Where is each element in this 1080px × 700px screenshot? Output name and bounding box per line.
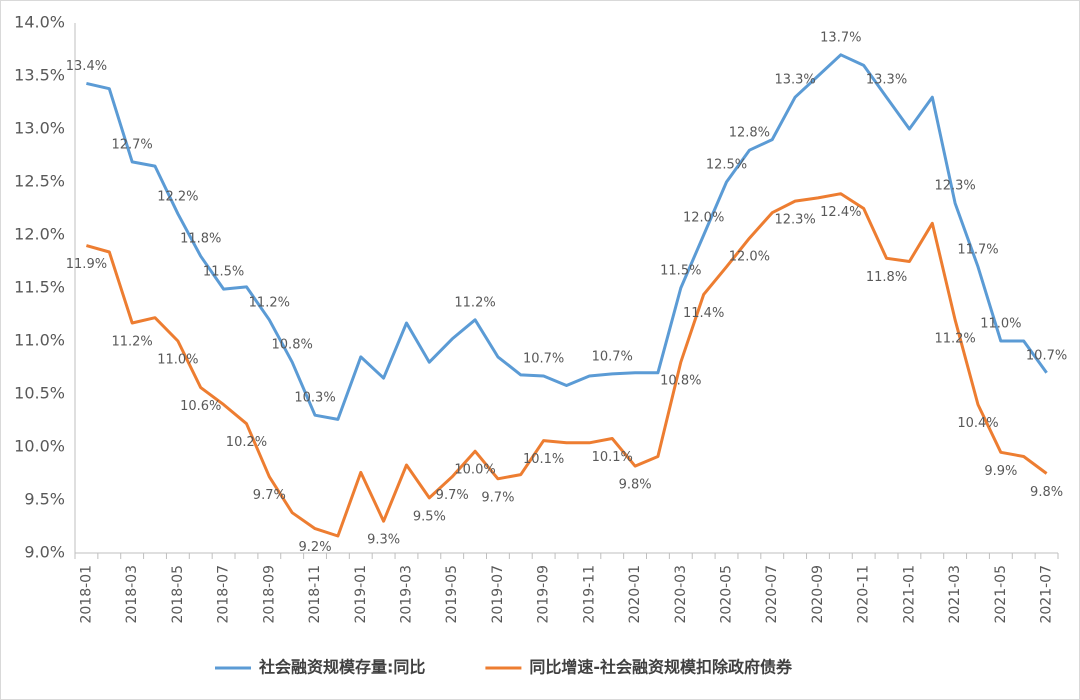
data-label: 11.0% bbox=[980, 317, 1021, 332]
data-label: 12.5% bbox=[706, 158, 747, 173]
x-tick-label: 2020-11 bbox=[856, 565, 872, 624]
x-tick-label: 2021-05 bbox=[993, 565, 1009, 624]
x-tick-label: 2021-01 bbox=[901, 565, 917, 624]
legend-label: 社会融资规模存量:同比 bbox=[258, 658, 425, 677]
y-tick-label: 14.0% bbox=[14, 13, 65, 32]
data-label: 13.7% bbox=[820, 30, 861, 45]
data-label: 11.2% bbox=[249, 295, 290, 310]
x-tick-label: 2020-03 bbox=[673, 565, 689, 624]
data-label: 12.3% bbox=[934, 179, 975, 194]
y-tick-label: 13.0% bbox=[14, 119, 65, 138]
data-label: 11.2% bbox=[934, 331, 975, 346]
data-label: 11.9% bbox=[66, 257, 107, 272]
x-tick-label: 2019-05 bbox=[444, 565, 460, 624]
data-label: 9.9% bbox=[984, 464, 1017, 479]
data-label: 12.8% bbox=[729, 126, 770, 141]
x-tick-label: 2018-01 bbox=[78, 565, 94, 624]
data-label: 10.8% bbox=[660, 374, 701, 389]
x-tick-label: 2019-09 bbox=[536, 565, 552, 624]
y-tick-label: 10.0% bbox=[14, 437, 65, 456]
y-tick-label: 11.0% bbox=[14, 331, 65, 350]
data-label: 12.0% bbox=[729, 250, 770, 265]
data-label: 12.3% bbox=[774, 213, 815, 228]
data-label: 11.5% bbox=[660, 264, 701, 279]
data-label: 13.3% bbox=[866, 73, 907, 88]
x-tick-label: 2020-01 bbox=[627, 565, 643, 624]
x-tick-label: 2020-09 bbox=[810, 565, 826, 624]
data-label: 10.7% bbox=[523, 351, 564, 366]
legend-label: 同比增速-社会融资规模扣除政府债券 bbox=[529, 658, 793, 677]
data-label: 11.5% bbox=[203, 265, 244, 280]
x-tick-label: 2020-07 bbox=[764, 565, 780, 624]
data-label: 10.1% bbox=[523, 452, 564, 467]
x-tick-label: 2019-03 bbox=[398, 565, 414, 624]
data-label: 9.5% bbox=[413, 509, 446, 524]
data-label: 9.8% bbox=[619, 478, 652, 493]
data-label: 11.8% bbox=[180, 232, 221, 247]
x-tick-label: 2018-05 bbox=[170, 565, 186, 624]
data-label: 10.8% bbox=[272, 338, 313, 353]
data-label: 10.6% bbox=[180, 399, 221, 414]
data-label: 10.1% bbox=[592, 450, 633, 465]
y-tick-label: 12.5% bbox=[14, 172, 65, 191]
data-label: 13.3% bbox=[774, 73, 815, 88]
data-label: 9.2% bbox=[299, 540, 332, 555]
data-label: 9.8% bbox=[1030, 485, 1063, 500]
data-label: 10.2% bbox=[226, 435, 267, 450]
data-label: 12.2% bbox=[157, 189, 198, 204]
data-label: 10.0% bbox=[454, 463, 495, 478]
x-tick-label: 2019-11 bbox=[581, 565, 597, 624]
x-tick-label: 2019-07 bbox=[490, 565, 506, 624]
x-tick-label: 2018-03 bbox=[124, 565, 140, 624]
data-label: 11.8% bbox=[866, 270, 907, 285]
x-tick-label: 2021-03 bbox=[947, 565, 963, 624]
data-label: 13.4% bbox=[66, 59, 107, 74]
data-label: 10.3% bbox=[294, 391, 335, 406]
series-line bbox=[85, 192, 1048, 538]
data-label: 12.4% bbox=[820, 205, 861, 220]
series-line bbox=[86, 53, 1048, 421]
x-tick-label: 2018-11 bbox=[307, 565, 323, 624]
data-label: 10.7% bbox=[1026, 348, 1067, 363]
y-tick-label: 9.0% bbox=[24, 543, 65, 562]
data-label: 11.7% bbox=[957, 242, 998, 257]
y-tick-label: 12.0% bbox=[14, 225, 65, 244]
data-label: 11.2% bbox=[111, 334, 152, 349]
x-tick-label: 2018-09 bbox=[261, 565, 277, 624]
x-tick-label: 2018-07 bbox=[216, 565, 232, 624]
data-label: 9.3% bbox=[367, 533, 400, 548]
y-tick-label: 13.5% bbox=[14, 66, 65, 85]
data-label: 11.4% bbox=[683, 306, 724, 321]
data-label: 9.7% bbox=[481, 490, 514, 505]
data-label: 10.7% bbox=[592, 349, 633, 364]
y-tick-label: 11.5% bbox=[14, 278, 65, 297]
y-tick-label: 9.5% bbox=[24, 490, 65, 509]
data-label: 9.7% bbox=[253, 488, 286, 503]
data-label: 12.0% bbox=[683, 211, 724, 226]
x-tick-label: 2021-07 bbox=[1039, 565, 1055, 624]
x-tick-label: 2020-05 bbox=[719, 565, 735, 624]
data-label: 12.7% bbox=[111, 137, 152, 152]
data-label: 10.4% bbox=[957, 416, 998, 431]
y-tick-label: 10.5% bbox=[14, 384, 65, 403]
x-tick-label: 2019-01 bbox=[353, 565, 369, 624]
data-label: 9.7% bbox=[436, 488, 469, 503]
data-label: 11.0% bbox=[157, 353, 198, 368]
data-label: 11.2% bbox=[454, 295, 495, 310]
